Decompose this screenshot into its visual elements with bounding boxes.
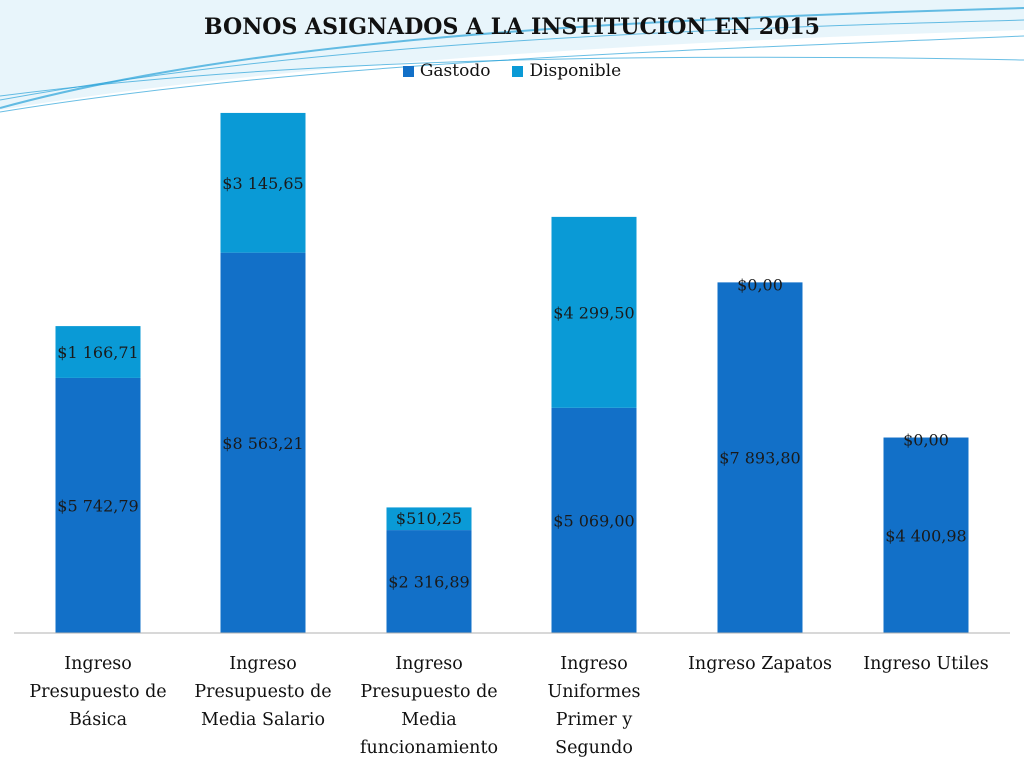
bar-gastodo	[386, 530, 472, 633]
bar-gastodo	[717, 282, 803, 633]
bar-gastodo	[551, 407, 637, 633]
data-label-gastodo: $5 742,79	[57, 496, 138, 515]
category-label: Ingreso Zapatos	[688, 654, 832, 674]
bar-disponible	[386, 507, 472, 531]
bar-gastodo	[220, 252, 306, 633]
legend-label-gastodo: Gastodo	[419, 61, 491, 81]
bar-gastodo	[883, 437, 969, 633]
data-label-gastodo: $4 400,98	[885, 526, 966, 545]
legend: Gastodo Disponible	[0, 61, 1024, 81]
chart-title: BONOS ASIGNADOS A LA INSTITUCION EN 2015	[204, 14, 820, 40]
header-wave-line	[0, 56, 1024, 97]
data-label-disponible: $0,00	[737, 275, 783, 294]
legend-item-disponible: Disponible	[512, 61, 621, 81]
bar-group	[55, 112, 969, 633]
category-label: Ingreso Presupuesto de Básica	[29, 654, 167, 730]
category-label: Ingreso Presupuesto de Media Salario	[194, 654, 332, 730]
bar-gastodo	[55, 377, 141, 633]
data-label-gastodo: $8 563,21	[222, 434, 303, 453]
data-label-disponible: $0,00	[903, 431, 949, 450]
bar-disponible	[551, 216, 637, 408]
data-label-disponible: $510,25	[396, 509, 462, 528]
data-label-gastodo: $2 316,89	[388, 573, 469, 592]
data-label-gastodo: $7 893,80	[719, 449, 800, 468]
bar-disponible	[55, 326, 141, 378]
legend-swatch-gastodo	[402, 65, 414, 77]
data-label-group: $5 742,79 $1 166,71 $8 563,21 $3 145,65 $2 3…	[57, 174, 966, 592]
header-wave-line	[0, 19, 1024, 101]
legend-item-gastodo: Gastodo	[402, 61, 491, 81]
data-label-gastodo: $5 069,00	[553, 511, 634, 530]
category-label: Ingreso Presupuesto de Media funcionamie…	[359, 654, 499, 758]
data-label-disponible: $4 299,50	[553, 303, 634, 322]
legend-swatch-disponible	[512, 65, 524, 77]
header-wave-fill	[0, 0, 1024, 110]
header-wave-decoration	[0, 0, 1024, 113]
category-label: Ingreso Uniformes Primer y Segundo	[547, 654, 641, 758]
legend-label-disponible: Disponible	[529, 61, 622, 81]
data-label-disponible: $1 166,71	[57, 343, 138, 362]
bar-disponible	[220, 112, 306, 253]
category-label: Ingreso Utiles	[863, 654, 989, 674]
data-label-disponible: $3 145,65	[222, 174, 303, 193]
